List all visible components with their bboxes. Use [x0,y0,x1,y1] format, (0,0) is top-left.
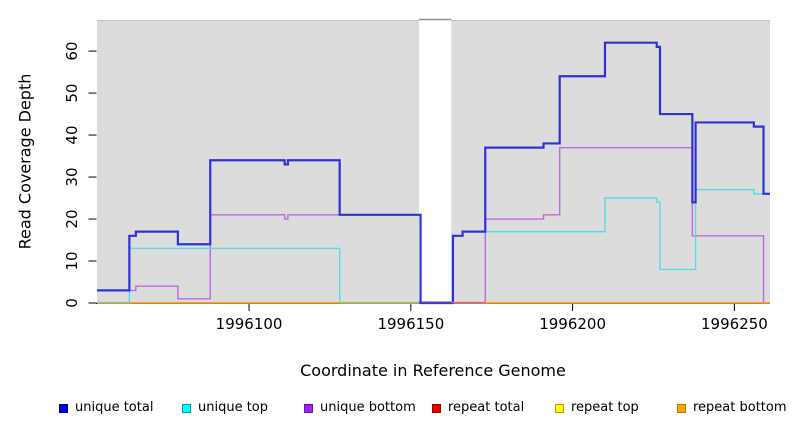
y-axis-title: Read Coverage Depth [15,73,35,250]
x-tick-label: 1996100 [216,315,283,333]
y-tick-label: 10 [63,251,81,270]
y-tick-label: 20 [63,209,81,228]
y-tick-label: 0 [63,298,81,308]
x-tick-label: 1996250 [701,315,768,333]
x-tick-label: 1996200 [539,315,606,333]
x-tick-label: 1996150 [377,315,444,333]
y-tick-label: 60 [63,42,81,61]
masked-region [418,19,452,306]
y-tick-label: 30 [63,167,81,186]
y-tick-label: 40 [63,126,81,145]
series-line-unique-total [97,41,770,305]
x-axis-title: Coordinate in Reference Genome [300,361,566,380]
y-tick-label: 50 [63,84,81,103]
